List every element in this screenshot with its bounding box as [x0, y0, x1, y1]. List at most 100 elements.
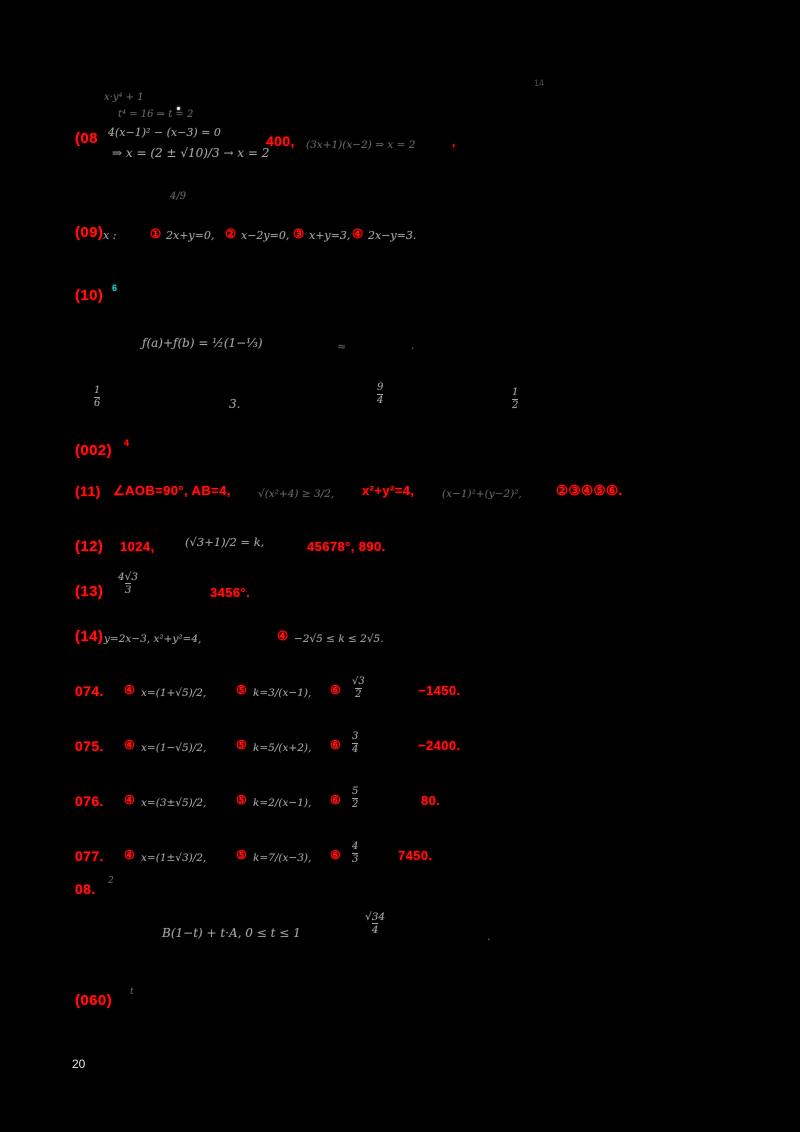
question-074-label: 074. — [75, 683, 104, 699]
work-fragment: k=5/(x+2), — [253, 742, 312, 754]
fraction-numerator: 3 — [352, 731, 359, 742]
handwritten-math-line: ⇒ x = (2 ± √10)/3 → x = 2 — [112, 146, 270, 160]
work-fragment: k=3/(x−1), — [253, 687, 312, 699]
work-fragment: x=(1±√3)/2, — [141, 852, 207, 864]
question-076-answer: 80. — [421, 793, 441, 808]
fraction-numerator: √3 — [352, 676, 365, 687]
question-11-option-list: ②③④⑤⑥. — [556, 483, 623, 498]
fraction: 4 3 — [352, 841, 359, 865]
option-mark: ⑤ — [236, 848, 248, 862]
option-3-mark: ③ — [293, 227, 305, 241]
question-08-label: (08 — [75, 130, 98, 147]
question-074-answer: −1450. — [418, 683, 461, 698]
handwritten-value: 3. — [229, 397, 241, 411]
fraction: 5 2 — [352, 786, 359, 810]
option-mark: ⑥ — [330, 683, 342, 697]
question-11-label: (11) — [75, 483, 101, 499]
option-mark: ⑤ — [236, 738, 248, 752]
fraction-denominator: 2 — [355, 687, 362, 700]
ink-dot — [177, 107, 180, 110]
handwritten-math-line: 4/9 — [170, 191, 187, 202]
check-mark: , — [452, 135, 456, 149]
fraction: 3 4 — [352, 731, 359, 755]
option-mark: ⑥ — [330, 793, 342, 807]
cyan-grade-mark: 6 — [112, 283, 118, 293]
option-3-text: x+y=3, — [309, 229, 351, 242]
question-13-answer: 3456°. — [210, 585, 251, 600]
option-mark: ⑤ — [236, 793, 248, 807]
question-077-answer: 7450. — [398, 848, 433, 863]
page-number: 20 — [72, 1057, 86, 1071]
question-11-answer-c: x²+y²=4, — [362, 483, 415, 498]
work-fragment: x=(3±√5)/2, — [141, 797, 207, 809]
option-mark: ⑤ — [236, 683, 248, 697]
fraction-denominator: 2 — [352, 797, 359, 810]
option-mark: ④ — [124, 738, 136, 752]
handwritten-math-line: x·y⁴ + 1 — [104, 92, 144, 103]
question-002-label: (002) — [75, 442, 113, 459]
question-12-label: (12) — [75, 538, 104, 555]
question-075-label: 075. — [75, 738, 104, 754]
option-mark: ④ — [124, 683, 136, 697]
fraction-numerator: 9 — [377, 382, 384, 393]
question-13-label: (13) — [75, 583, 104, 600]
handwritten-mark: ≈ — [337, 340, 347, 353]
question-11-work-b: √(x²+4) ≥ 3/2, — [258, 488, 335, 500]
fraction: √34 4 — [365, 911, 386, 937]
fraction-denominator: 4 — [377, 393, 384, 406]
fraction-numerator: 4 — [352, 841, 359, 852]
handwritten-mark: · — [411, 342, 415, 355]
fraction-numerator: 1 — [512, 387, 519, 398]
fraction: 1 6 — [94, 385, 101, 409]
option-4-mark: ④ — [352, 227, 364, 241]
fraction-numerator: √34 — [365, 911, 386, 923]
question-09-label: (09) — [75, 224, 104, 241]
handwritten-math-line: 4(x−1)² − (x−3) = 0 — [108, 126, 221, 139]
fraction-denominator: 4 — [371, 923, 379, 937]
question-060-label: (060) — [75, 992, 113, 1009]
question-10-label: (10) — [75, 287, 104, 304]
fraction: 4√3 3 — [118, 571, 138, 596]
fraction-numerator: 5 — [352, 786, 359, 797]
fraction-denominator: 4 — [352, 742, 359, 755]
superscript-mark: 4 — [124, 438, 130, 448]
question-08-answer: 400, — [266, 133, 295, 149]
fraction-denominator: 2 — [512, 398, 519, 411]
question-09-pre: x : — [103, 229, 117, 242]
question-08b-label: 08. — [75, 881, 96, 897]
question-12-work: (√3+1)/2 = k, — [185, 535, 265, 549]
option-4-text: 2x−y=3. — [368, 229, 417, 242]
question-14-work-a: y=2x−3, x²+y²=4, — [104, 633, 202, 645]
superscript-mark: 2 — [108, 876, 114, 886]
work-fragment: k=7/(x−3), — [253, 852, 312, 864]
question-077-label: 077. — [75, 848, 104, 864]
work-fragment: x=(1−√5)/2, — [141, 742, 207, 754]
question-11-answer-a: ∠AOB=90°, AB=4, — [113, 483, 231, 498]
question-14-work-b: −2√5 ≤ k ≤ 2√5. — [294, 633, 384, 645]
option-mark: ④ — [124, 793, 136, 807]
work-fragment: x=(1+√5)/2, — [141, 687, 207, 699]
question-14-label: (14) — [75, 628, 104, 645]
question-08-work-note: (3x+1)(x−2) ⇒ x = 2 — [306, 139, 416, 151]
fraction: 9 4 — [377, 382, 384, 406]
fraction: 1 2 — [512, 387, 519, 411]
work-fragment: k=2/(x−1), — [253, 797, 312, 809]
option-2-text: x−2y=0, — [241, 229, 290, 242]
handwritten-mark: · — [487, 933, 491, 946]
question-12-answer-c: 45678°, 890. — [307, 539, 386, 554]
option-1-text: 2x+y=0, — [166, 229, 215, 242]
handwritten-math-line: ƒ(a)+ƒ(b) = ½(1−⅓) — [142, 336, 263, 350]
superscript-mark: t — [130, 987, 134, 997]
question-14-option-mark: ④ — [277, 629, 289, 643]
fraction-numerator: 1 — [94, 385, 101, 396]
option-mark: ⑥ — [330, 738, 342, 752]
option-2-mark: ② — [225, 227, 237, 241]
question-076-label: 076. — [75, 793, 104, 809]
handwritten-math-line: B(1−t) + t·A, 0 ≤ t ≤ 1 — [162, 926, 301, 940]
fraction: √3 2 — [352, 676, 365, 700]
fraction-denominator: 6 — [94, 396, 101, 409]
option-mark: ④ — [124, 848, 136, 862]
fraction-denominator: 3 — [352, 852, 359, 865]
question-11-work-d: (x−1)²+(y−2)², — [442, 488, 522, 500]
